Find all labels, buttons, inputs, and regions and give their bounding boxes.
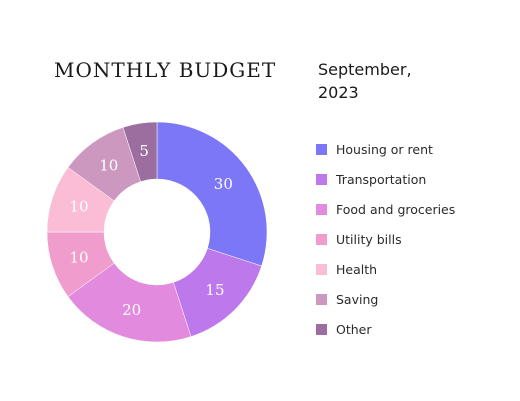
legend-swatch [316, 323, 327, 335]
slice-housing-or-rent [156, 121, 268, 267]
donut-chart: 30 15 20 10 10 10 5 [46, 121, 268, 343]
legend-label: Transportation [336, 171, 427, 187]
legend-swatch [316, 143, 327, 155]
legend-item-food-and-groceries: Food and groceries [316, 194, 455, 224]
slice-label-food-and-groceries: 20 [122, 301, 141, 319]
legend-label: Food and groceries [336, 201, 456, 217]
legend-swatch [316, 233, 327, 245]
legend-label: Health [336, 261, 378, 277]
subtitle-year: 2023 [318, 83, 359, 102]
slice-label-transportation: 15 [205, 281, 224, 299]
legend-item-health: Health [316, 254, 455, 284]
legend-label: Other [336, 321, 372, 337]
slice-label-saving: 10 [99, 157, 118, 175]
legend-label: Saving [336, 291, 379, 307]
legend-swatch [316, 263, 327, 275]
chart-legend: Housing or rent Transportation Food and gr… [316, 134, 455, 344]
slice-label-housing-or-rent: 30 [214, 175, 233, 193]
slice-food-and-groceries [67, 262, 192, 343]
legend-item-other: Other [316, 314, 455, 344]
legend-item-utility-bills: Utility bills [316, 224, 455, 254]
legend-item-housing-or-rent: Housing or rent [316, 134, 455, 164]
chart-title: MONTHLY BUDGET [54, 58, 277, 82]
subtitle-month: September, [318, 60, 412, 79]
legend-label: Utility bills [336, 231, 402, 247]
legend-swatch [316, 203, 327, 215]
legend-label: Housing or rent [336, 141, 433, 157]
slice-label-other: 5 [139, 142, 149, 160]
chart-subtitle: September, 2023 [318, 58, 458, 104]
slice-label-health: 10 [69, 198, 88, 216]
legend-item-transportation: Transportation [316, 164, 455, 194]
legend-swatch [316, 173, 327, 185]
legend-swatch [316, 293, 327, 305]
slice-label-utility-bills: 10 [69, 248, 88, 266]
legend-item-saving: Saving [316, 284, 455, 314]
slice-other [122, 121, 158, 182]
